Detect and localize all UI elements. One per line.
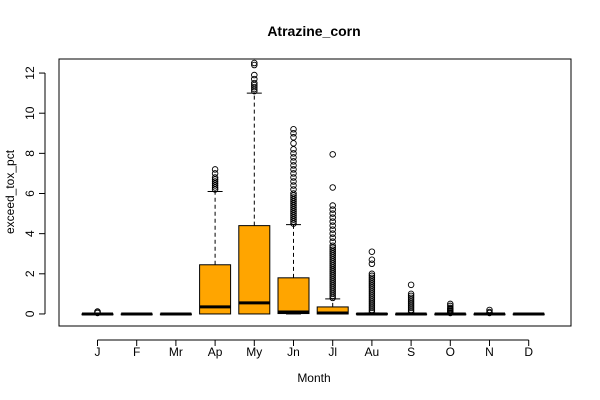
outlier-point xyxy=(329,206,336,213)
outlier-point xyxy=(211,166,219,173)
outlier-point xyxy=(251,75,258,83)
y-tick-label: 8 xyxy=(23,150,37,157)
outlier-point xyxy=(290,166,297,173)
outlier-point xyxy=(329,202,336,209)
outlier-point xyxy=(290,182,297,189)
outlier-point xyxy=(447,302,454,310)
y-tick-label: 12 xyxy=(23,66,37,80)
box-D xyxy=(512,312,545,316)
outlier-point xyxy=(290,190,297,197)
chart-title: Atrazine_corn xyxy=(267,23,360,39)
outlier-point xyxy=(407,281,415,289)
x-tick-label: Au xyxy=(365,345,380,359)
outlier-point xyxy=(407,294,415,302)
x-tick-label: My xyxy=(246,345,262,359)
box-F xyxy=(120,312,153,316)
outlier-point xyxy=(447,304,454,312)
box-iqr xyxy=(238,225,271,315)
x-tick-label: F xyxy=(133,345,140,359)
y-tick-label: 4 xyxy=(23,230,37,237)
box-iqr xyxy=(277,277,310,315)
outlier-point xyxy=(368,256,376,264)
outlier-point xyxy=(329,234,336,241)
outlier-point xyxy=(329,226,336,233)
box-O xyxy=(434,300,467,317)
outlier-point xyxy=(211,174,219,181)
outlier-point xyxy=(290,140,297,147)
y-tick-label: 6 xyxy=(23,190,37,197)
outlier-point xyxy=(290,162,297,169)
y-tick-label: 10 xyxy=(23,106,37,120)
y-tick-label: 0 xyxy=(23,310,37,317)
outlier-point xyxy=(290,158,297,165)
outlier-point xyxy=(329,246,336,253)
outlier-point xyxy=(407,292,415,300)
x-tick-label: Mr xyxy=(169,345,183,359)
box-J xyxy=(81,308,114,317)
box-Jl xyxy=(316,151,349,315)
x-axis: J F Mr Ap My Jn Jl Au S O N D xyxy=(95,339,533,359)
x-tick-label: Ap xyxy=(208,345,223,359)
outlier-point xyxy=(290,194,297,201)
y-tick-label: 2 xyxy=(23,270,37,277)
outlier-point xyxy=(290,178,297,185)
outlier-point xyxy=(290,170,297,177)
box-N xyxy=(473,306,506,317)
box-Mr xyxy=(159,312,192,316)
x-tick-label: J xyxy=(95,345,101,359)
outlier-point xyxy=(447,300,454,308)
outlier-point xyxy=(368,272,376,280)
outlier-point xyxy=(329,184,336,191)
outlier-point xyxy=(329,242,336,249)
outlier-point xyxy=(290,154,297,161)
outlier-point xyxy=(94,308,101,315)
outlier-point xyxy=(368,274,376,282)
box-My xyxy=(238,59,271,315)
outlier-point xyxy=(329,210,336,217)
box-Jn xyxy=(277,126,310,315)
x-tick-label: S xyxy=(407,345,415,359)
x-axis-label: Month xyxy=(297,371,330,385)
plot-frame xyxy=(58,58,572,327)
x-tick-label: Jl xyxy=(328,345,337,359)
outlier-point xyxy=(251,71,258,79)
x-tick-label: Jn xyxy=(287,345,300,359)
outlier-point xyxy=(329,218,336,225)
outlier-point xyxy=(251,83,258,91)
outlier-point xyxy=(251,59,258,67)
outlier-point xyxy=(290,174,297,181)
outlier-point xyxy=(290,146,297,153)
outlier-point xyxy=(368,270,376,278)
x-tick-label: O xyxy=(446,345,455,359)
y-axis: 0 2 4 6 8 10 12 xyxy=(23,66,46,317)
outlier-point xyxy=(486,308,493,316)
outlier-point xyxy=(290,130,297,137)
box-Au xyxy=(355,248,388,316)
outlier-point xyxy=(407,290,415,298)
boxes-layer xyxy=(81,59,545,317)
y-axis-label: exceed_tox_pct xyxy=(3,149,17,234)
outlier-point xyxy=(211,170,219,177)
outlier-point xyxy=(251,61,258,69)
box-Ap xyxy=(199,166,232,315)
outlier-point xyxy=(329,230,336,237)
outlier-point xyxy=(251,79,258,87)
outlier-point xyxy=(368,248,376,255)
outlier-point xyxy=(290,126,297,133)
outlier-point xyxy=(368,260,376,268)
x-tick-label: N xyxy=(485,345,494,359)
outlier-point xyxy=(290,150,297,157)
outlier-point xyxy=(486,306,493,314)
outlier-point xyxy=(290,186,297,193)
box-S xyxy=(395,281,428,316)
x-tick-label: D xyxy=(524,345,533,359)
outlier-point xyxy=(329,151,336,158)
outlier-point xyxy=(290,134,297,141)
outlier-point xyxy=(329,238,336,245)
outlier-point xyxy=(329,214,336,221)
outlier-point xyxy=(329,222,336,229)
outlier-point xyxy=(211,178,219,185)
